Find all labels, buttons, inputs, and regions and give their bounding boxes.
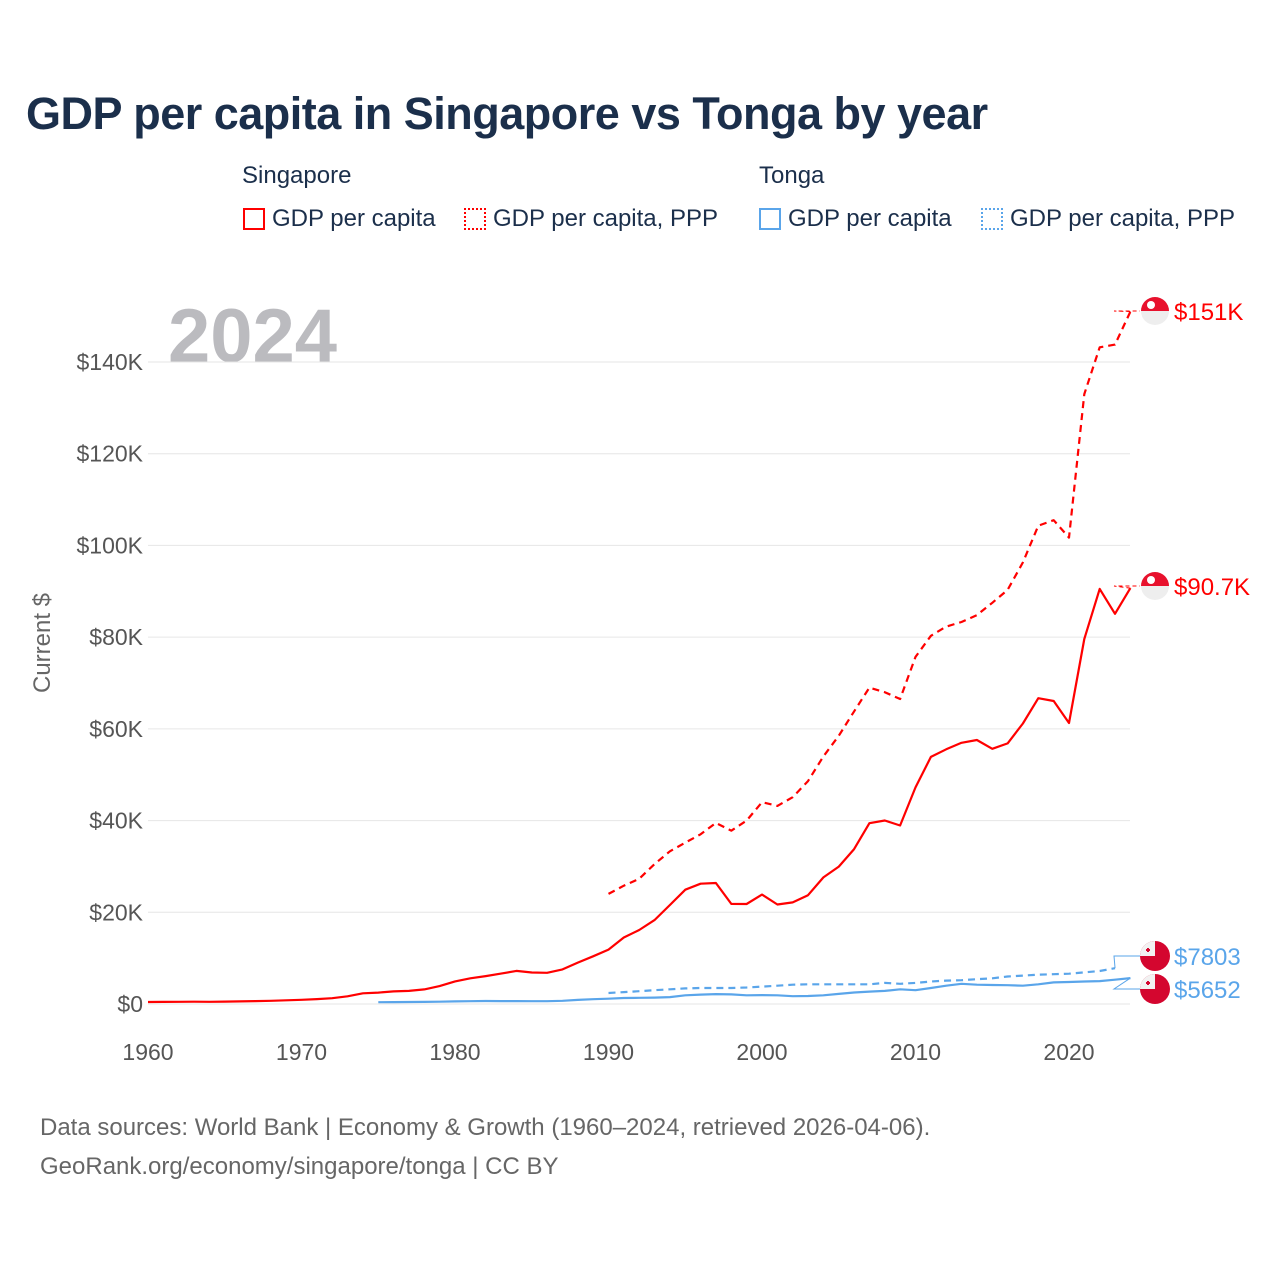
end-value-label: $7803 bbox=[1174, 944, 1241, 971]
end-value-label: $5652 bbox=[1174, 977, 1241, 1004]
tonga-flag-icon bbox=[1140, 974, 1170, 1004]
flag-red-half bbox=[1141, 572, 1169, 586]
flag-red-half bbox=[1141, 297, 1169, 311]
end-value-label: $151K bbox=[1174, 299, 1243, 326]
source-line-1: Data sources: World Bank | Economy & Gro… bbox=[40, 1114, 931, 1141]
y-axis-label: Current $ bbox=[29, 593, 56, 693]
y-tick-label: $140K bbox=[76, 349, 143, 375]
year-watermark: 2024 bbox=[168, 294, 337, 379]
source-line-2[interactable]: GeoRank.org/economy/singapore/tonga | CC… bbox=[40, 1153, 559, 1180]
y-tick-label: $100K bbox=[76, 532, 143, 558]
singapore-flag-icon bbox=[1141, 297, 1169, 325]
tonga-flag-icon bbox=[1140, 941, 1170, 971]
x-tick-label: 2000 bbox=[736, 1039, 787, 1065]
y-tick-label: $60K bbox=[89, 716, 143, 742]
chart-title: GDP per capita in Singapore vs Tonga by … bbox=[26, 88, 988, 139]
series-line-singapore-gdp-per-capita bbox=[147, 587, 1132, 1004]
label-connector bbox=[1112, 977, 1140, 990]
x-tick-label: 2010 bbox=[890, 1039, 941, 1065]
x-tick-label: 1970 bbox=[276, 1039, 327, 1065]
flag-cross bbox=[1146, 948, 1150, 952]
flag-cross bbox=[1146, 981, 1150, 985]
x-tick-label: 1960 bbox=[122, 1039, 173, 1065]
y-tick-label: $20K bbox=[89, 899, 143, 925]
legend-label: GDP per capita bbox=[272, 205, 436, 232]
legend-label: GDP per capita, PPP bbox=[1010, 205, 1235, 232]
flag-crescent bbox=[1147, 301, 1155, 309]
y-tick-label: $80K bbox=[89, 624, 143, 650]
label-connector bbox=[1113, 955, 1140, 969]
source-note: Data sources: World Bank | Economy & Gro… bbox=[40, 1108, 930, 1186]
legend-label: GDP per capita bbox=[788, 205, 952, 232]
legend-label: GDP per capita, PPP bbox=[493, 205, 718, 232]
legend-item-singapore-ppp[interactable]: GDP per capita, PPP bbox=[464, 205, 718, 233]
y-tick-label: $40K bbox=[89, 808, 143, 834]
end-value-label: $90.7K bbox=[1174, 574, 1250, 601]
chart-plot: 2024 Current $ $0 $20K $40K $60K $80K $100K $1… bbox=[29, 294, 1250, 1065]
legend-swatch bbox=[981, 208, 1003, 230]
x-tick-label: 1990 bbox=[583, 1039, 634, 1065]
legend-swatch bbox=[464, 208, 486, 230]
label-connector bbox=[1113, 585, 1140, 589]
legend-group-tonga: Tonga bbox=[759, 162, 825, 189]
legend-item-tonga-gdp[interactable]: GDP per capita bbox=[759, 205, 952, 233]
y-tick-label: $0 bbox=[117, 991, 143, 1017]
series-line-tonga-gdp-per-capita-ppp bbox=[608, 967, 1116, 995]
series-line-tonga-gdp-per-capita bbox=[378, 977, 1131, 1004]
legend-item-singapore-gdp[interactable]: GDP per capita bbox=[243, 205, 436, 233]
y-tick-label: $120K bbox=[76, 441, 143, 467]
legend-swatch bbox=[759, 208, 781, 230]
singapore-flag-icon bbox=[1141, 572, 1169, 600]
label-connector bbox=[1113, 310, 1140, 313]
legend-group-singapore: Singapore bbox=[242, 162, 352, 189]
legend-swatch bbox=[243, 208, 265, 230]
x-tick-label: 1980 bbox=[429, 1039, 480, 1065]
series-line-singapore-gdp-per-capita-ppp bbox=[607, 311, 1132, 895]
x-tick-label: 2020 bbox=[1043, 1039, 1094, 1065]
flag-crescent bbox=[1147, 576, 1155, 584]
legend-item-tonga-ppp[interactable]: GDP per capita, PPP bbox=[981, 205, 1235, 233]
